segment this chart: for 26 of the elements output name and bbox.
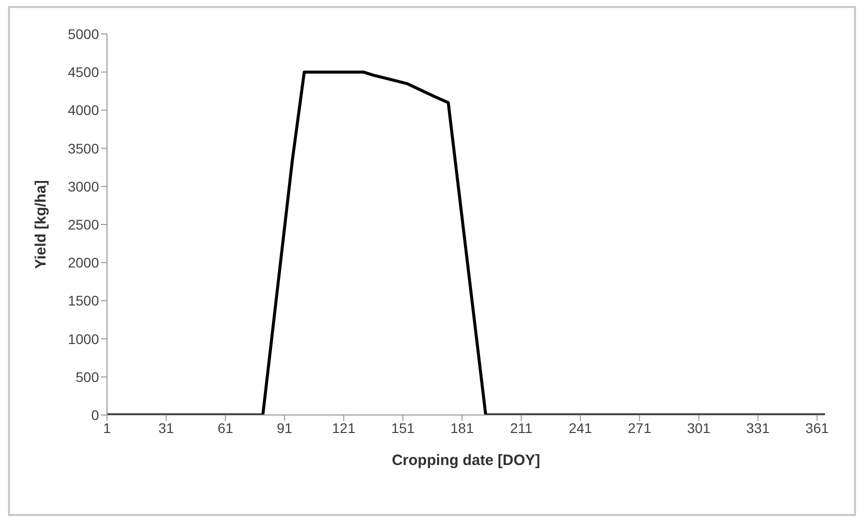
y-tick-label: 3000 [68, 178, 100, 194]
y-tick-label: 1500 [68, 292, 100, 309]
x-tick-label: 211 [510, 420, 533, 436]
x-tick-label: 61 [218, 420, 234, 436]
y-tick-label: 2000 [68, 254, 100, 271]
y-tick-label: 3500 [68, 140, 100, 156]
x-tick-label: 361 [805, 420, 829, 436]
x-tick-label: 151 [391, 420, 415, 436]
y-axis-title: Yield [kg/ha] [32, 180, 50, 269]
y-tick-label: 0 [91, 406, 100, 423]
y-tick-label: 5000 [68, 26, 100, 42]
x-tick-label: 331 [746, 420, 770, 436]
y-tick-label: 4000 [68, 102, 100, 118]
x-tick-label: 301 [687, 420, 711, 436]
x-tick-label: 271 [628, 420, 652, 436]
x-tick-label: 181 [450, 420, 474, 436]
y-tick-label: 4500 [68, 64, 100, 80]
y-tick-label: 1000 [68, 330, 100, 347]
x-axis-title: Cropping date [DOY] [392, 452, 540, 469]
x-tick-label: 91 [276, 420, 293, 436]
x-tick-label: 1 [103, 420, 112, 436]
x-tick-label: 31 [158, 420, 174, 436]
y-tick-label: 500 [76, 368, 100, 385]
x-tick-label: 241 [568, 420, 592, 436]
y-tick-label: 2500 [68, 216, 100, 232]
x-tick-label: 121 [332, 420, 356, 436]
